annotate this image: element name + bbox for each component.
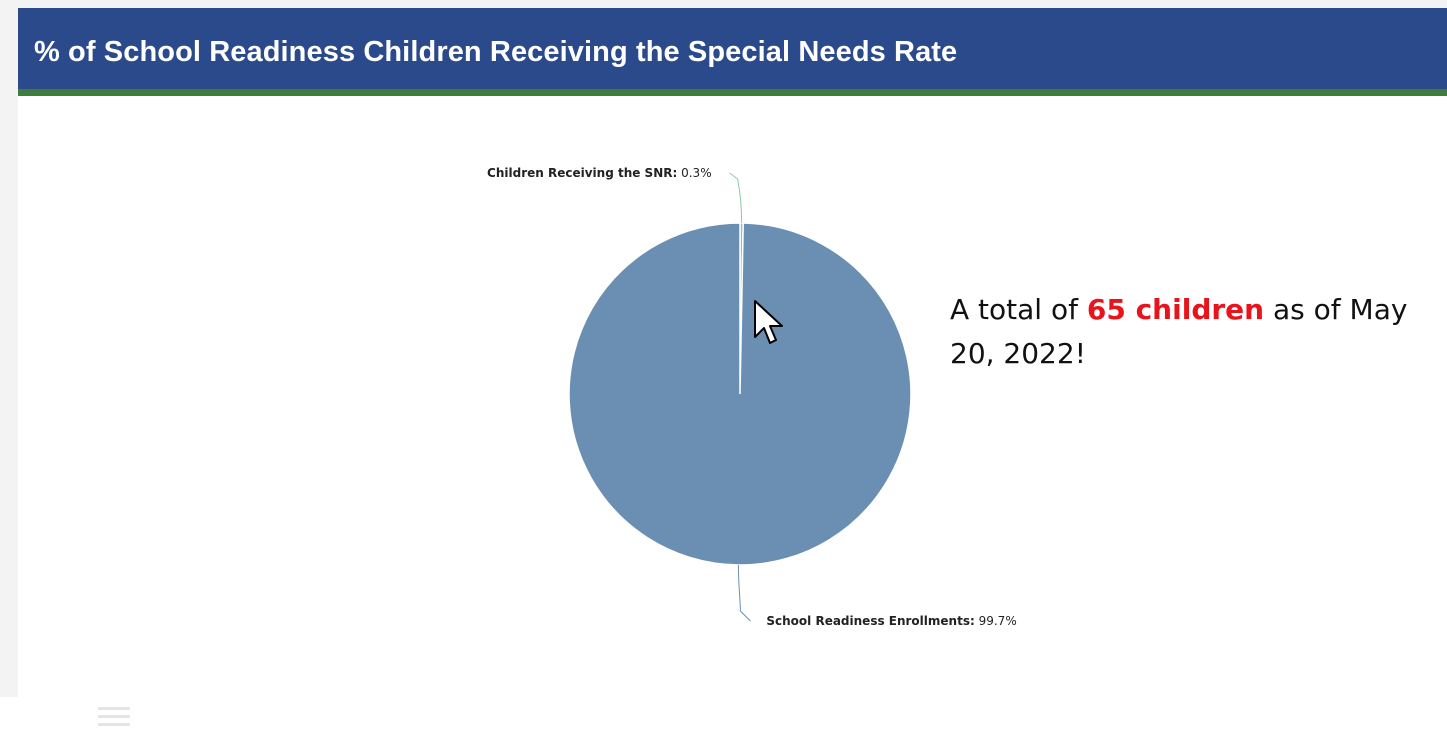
data-label-1: Children Receiving the SNR: 0.3%: [487, 166, 712, 180]
annotation-suffix: as of May 20, 2022!: [950, 293, 1408, 370]
total-annotation: A total of 65 children as of May 20, 202…: [950, 288, 1430, 376]
connector-line-2: [737, 564, 751, 622]
top-strip: [0, 0, 1447, 8]
mouse-pointer-icon: [754, 300, 783, 344]
data-label-name: School Readiness Enrollments:: [766, 614, 974, 628]
pie-chart: Children Receiving the SNR: 0.3% School R…: [487, 166, 1017, 628]
hamburger-menu-icon[interactable]: [98, 707, 130, 731]
chart-area: Children Receiving the SNR: 0.3% School R…: [18, 96, 1447, 726]
page-title: % of School Readiness Children Receiving…: [34, 36, 958, 68]
annotation-highlight: 65 children: [1086, 293, 1265, 326]
chart-header: % of School Readiness Children Receiving…: [18, 8, 1447, 96]
annotation-prefix: A total of: [950, 293, 1087, 326]
left-strip: [0, 0, 18, 697]
data-label-2: School Readiness Enrollments: 99.7%: [766, 614, 1016, 628]
data-label-value: 99.7%: [975, 614, 1017, 628]
data-label-name: Children Receiving the SNR:: [487, 166, 677, 180]
pie-slice-2[interactable]: [568, 222, 912, 566]
connector-line-1: [729, 172, 743, 224]
data-label-value: 0.3%: [677, 166, 711, 180]
